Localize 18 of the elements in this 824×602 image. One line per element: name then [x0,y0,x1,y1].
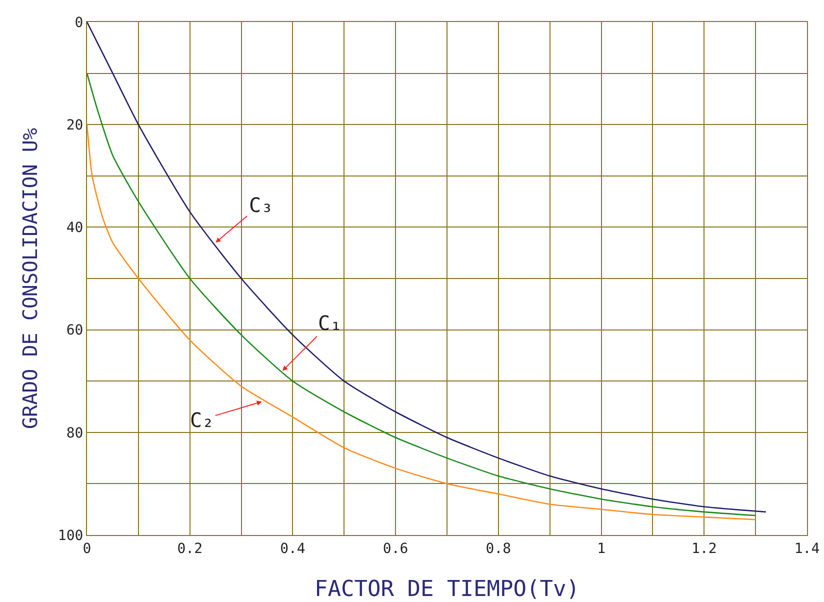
annotation: C₃ [249,193,274,217]
x-tick-label: 0.4 [280,540,306,557]
y-tick-label: 80 [66,425,84,442]
y-tick-label: 40 [66,220,84,236]
x-tick-label: 1.2 [691,540,717,557]
y-axis-title: GRADO DE CONSOLIDACION U% [18,128,42,430]
y-tick-label: 60 [66,322,84,339]
x-axis-title: FACTOR DE TIEMPO(Tv) [314,577,580,602]
x-tick-label: 0.6 [382,540,408,557]
x-tick-label: 1 [597,540,606,557]
y-tick-label: 0 [74,14,84,31]
x-tick-label: 1.4 [794,540,820,557]
x-tick-label: 0.2 [177,540,203,557]
y-tick-label: 20 [66,118,84,134]
y-tick-label: 100 [58,528,84,544]
x-tick-label: 0.8 [486,540,512,557]
annotation: C₁ [318,311,342,335]
annotation: C₂ [190,408,214,432]
